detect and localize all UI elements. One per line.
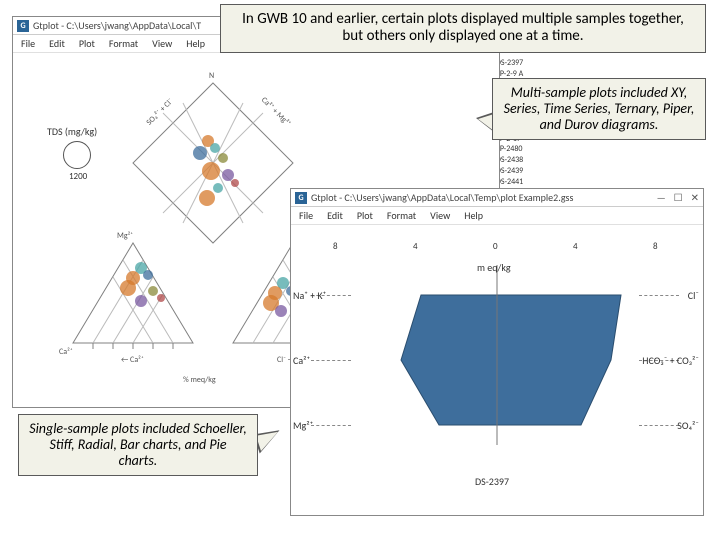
window-controls[interactable]: — ☐ ✕ bbox=[657, 191, 699, 204]
stiff-ion-left: Ca²⁺ bbox=[293, 354, 310, 367]
callout-right: Multi-sample plots included XY, Series, … bbox=[492, 78, 706, 140]
data-point bbox=[148, 286, 158, 296]
stiff-row-dash bbox=[639, 295, 679, 296]
menu-help[interactable]: Help bbox=[186, 37, 205, 50]
legend-label: DS-2439 bbox=[496, 166, 523, 177]
data-point bbox=[120, 280, 136, 296]
menu-edit[interactable]: Edit bbox=[49, 37, 65, 50]
data-point bbox=[135, 295, 147, 307]
stiff-ion-right: HCO₃⁻ + CO₃²⁻ bbox=[642, 354, 699, 367]
cation-bl: Ca²⁺ bbox=[59, 347, 73, 357]
legend-label: DS-2438 bbox=[496, 155, 523, 166]
close-icon[interactable]: ✕ bbox=[691, 191, 699, 204]
data-point bbox=[231, 179, 239, 187]
titlebar[interactable]: G Gtplot - C:\Users\jwang\AppData\Local\… bbox=[291, 189, 703, 207]
stiff-row-dash bbox=[311, 425, 351, 426]
cation-base: ← Ca²⁺ bbox=[121, 355, 144, 365]
legend-label: DS-2441 bbox=[496, 177, 523, 188]
stiff-ion-right: Cl⁻ bbox=[688, 289, 699, 302]
menu-plot[interactable]: Plot bbox=[357, 209, 373, 222]
menu-file[interactable]: File bbox=[299, 209, 313, 222]
piper-xlabel: % meq/kg bbox=[183, 375, 216, 385]
data-point bbox=[157, 294, 165, 302]
data-point bbox=[199, 190, 215, 206]
window-title: Gtplot - C:\Users\jwang\AppData\Local\T bbox=[33, 19, 201, 32]
callout-right-text: Multi-sample plots included XY, Series, … bbox=[504, 84, 695, 133]
stiff-tick: 0 bbox=[493, 241, 498, 252]
app-icon: G bbox=[17, 20, 29, 32]
tds-label: TDS (mg/kg) bbox=[47, 125, 97, 138]
stiff-ion-left: Mg²⁺ bbox=[293, 419, 313, 432]
legend-label: DS-2397 bbox=[496, 58, 523, 69]
callout-bottom-text: Single-sample plots included Schoeller, … bbox=[29, 420, 246, 469]
stiff-row-dash bbox=[311, 360, 351, 361]
data-point bbox=[210, 143, 220, 153]
callout-bottom: Single-sample plots included Schoeller, … bbox=[18, 414, 258, 476]
gtplot-window-stiff: G Gtplot - C:\Users\jwang\AppData\Local\… bbox=[290, 188, 704, 516]
stiff-ion-left: Na⁺ + K⁺ bbox=[293, 289, 326, 302]
window-title: Gtplot - C:\Users\jwang\AppData\Local\Te… bbox=[311, 191, 573, 204]
menu-format[interactable]: Format bbox=[109, 37, 138, 50]
tds-circle bbox=[63, 141, 91, 169]
data-point bbox=[218, 153, 228, 163]
stiff-unit: m eq/kg bbox=[477, 261, 511, 274]
menu-view[interactable]: View bbox=[430, 209, 450, 222]
menu-format[interactable]: Format bbox=[387, 209, 416, 222]
data-point bbox=[193, 146, 207, 160]
tds-value: 1200 bbox=[69, 171, 87, 182]
stiff-tick: 4 bbox=[413, 241, 418, 252]
stiff-plot: 8 4 0 4 8 m eq/kg Na⁺ + K⁺ Cl⁻ Ca²⁺ HCO₃⁻ + CO₃… bbox=[291, 225, 703, 515]
menu-help[interactable]: Help bbox=[464, 209, 483, 222]
menu-plot[interactable]: Plot bbox=[79, 37, 95, 50]
data-point bbox=[213, 183, 223, 193]
app-icon: G bbox=[295, 192, 307, 204]
callout-top: In GWB 10 and earlier, certain plots dis… bbox=[220, 4, 706, 53]
cation-top: Mg²⁺ bbox=[117, 231, 133, 241]
stiff-tick: 4 bbox=[573, 241, 578, 252]
stiff-sample-label: DS-2397 bbox=[475, 475, 509, 488]
stiff-tick: 8 bbox=[653, 241, 658, 252]
minimize-icon[interactable]: — bbox=[657, 191, 666, 204]
callout-top-text: In GWB 10 and earlier, certain plots dis… bbox=[242, 10, 684, 45]
menu-edit[interactable]: Edit bbox=[327, 209, 343, 222]
maximize-icon[interactable]: ☐ bbox=[674, 191, 683, 204]
stiff-row-dash bbox=[639, 425, 679, 426]
data-point bbox=[202, 162, 220, 180]
data-point bbox=[143, 270, 153, 280]
stiff-tick: 8 bbox=[333, 241, 338, 252]
menubar: File Edit Plot Format View Help bbox=[291, 207, 703, 225]
stiff-ion-right: SO₄²⁻ bbox=[677, 419, 699, 432]
apex-n: N bbox=[209, 71, 214, 81]
menu-file[interactable]: File bbox=[21, 37, 35, 50]
menu-view[interactable]: View bbox=[152, 37, 172, 50]
callout-bottom-tail bbox=[254, 426, 285, 453]
data-point bbox=[275, 305, 287, 317]
